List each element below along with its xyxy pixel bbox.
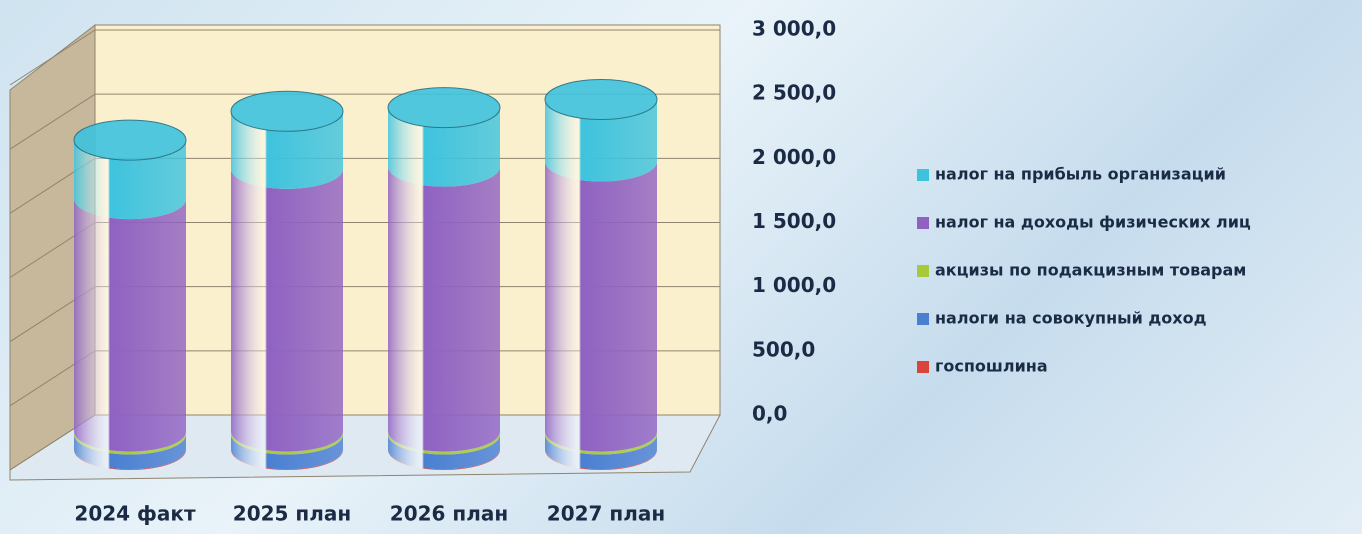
legend-swatch	[917, 265, 929, 277]
bar-segment	[388, 166, 500, 452]
legend-swatch	[917, 169, 929, 181]
y-tick-label: 1 500,0	[752, 209, 836, 233]
x-tick-label: 2026 план	[390, 502, 508, 526]
bar-segment	[74, 140, 186, 220]
legend-label: налог на прибыль организаций	[935, 165, 1226, 184]
legend-swatch	[917, 217, 929, 229]
bar-segment	[388, 107, 500, 187]
bar-segment	[545, 99, 657, 182]
bar-segment	[545, 161, 657, 452]
grid-line	[9, 93, 96, 150]
legend-label: акцизы по подакцизным товарам	[935, 261, 1246, 280]
bar-segment	[231, 111, 343, 189]
bar-top	[73, 119, 187, 161]
legend-label: налоги на совокупный доход	[935, 309, 1207, 328]
bar-top	[230, 90, 344, 132]
y-tick-label: 2 500,0	[752, 81, 836, 105]
bar-segment	[231, 168, 343, 452]
x-tick-label: 2024 факт	[74, 502, 196, 526]
bar-segment	[231, 434, 343, 470]
y-tick-label: 0,0	[752, 402, 787, 426]
x-tick-label: 2025 план	[233, 502, 351, 526]
grid-line	[9, 29, 96, 86]
x-tick-label: 2027 план	[547, 502, 665, 526]
y-tick-label: 2 000,0	[752, 145, 836, 169]
bar-segment	[388, 434, 500, 470]
y-tick-label: 1 000,0	[752, 273, 836, 297]
bar-segment	[74, 434, 186, 470]
legend-swatch	[917, 361, 929, 373]
y-tick-label: 500,0	[752, 337, 815, 361]
legend-label: налог на доходы физических лиц	[935, 213, 1251, 232]
bar-segment	[545, 434, 657, 470]
legend-swatch	[917, 313, 929, 325]
bar-top	[387, 87, 501, 129]
bar-top	[544, 78, 658, 120]
y-tick-label: 3 000,0	[752, 17, 836, 41]
legend-label: госпошлина	[935, 357, 1048, 376]
bar-segment	[74, 199, 186, 452]
